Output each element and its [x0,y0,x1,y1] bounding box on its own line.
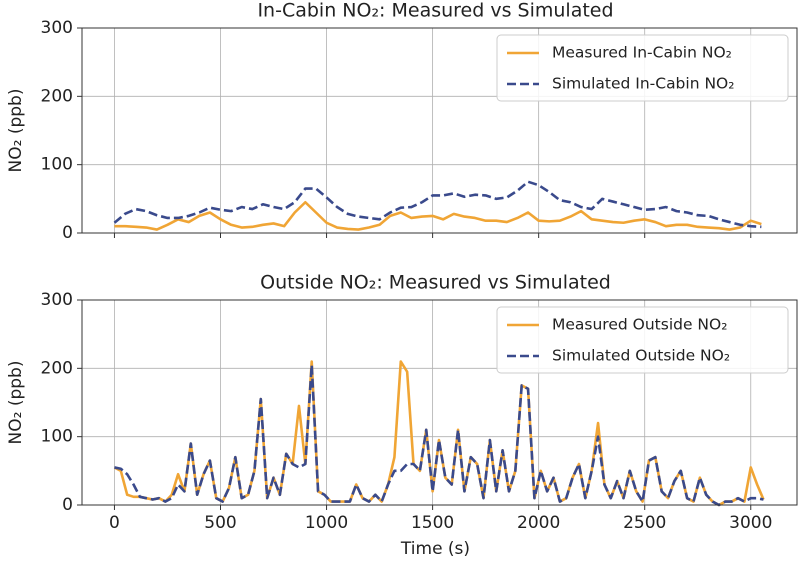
x-tick-label: 2000 [517,513,560,533]
x-tick-label: 3000 [729,513,772,533]
plot-frame [81,299,798,506]
x-tick-label: 2500 [623,513,666,533]
y-axis-label: NO₂ (ppb) [6,89,26,173]
x-axis-label: Time (s) [400,539,470,559]
y-tick-label: 100 [41,155,73,175]
legend-label: Simulated In-Cabin NO₂ [552,75,734,93]
chart-title: Outside NO₂: Measured vs Simulated [260,272,611,294]
x-tick-label: 0 [109,513,120,533]
chart-title: In-Cabin NO₂: Measured vs Simulated [257,0,613,22]
x-tick-label: 1500 [411,513,454,533]
plot-frame [81,27,798,234]
x-tick-label: 1000 [305,513,348,533]
data-line [114,200,762,231]
legend-box [496,306,789,374]
y-tick-label: 0 [62,223,73,243]
legend-box [496,34,789,102]
subplot: 0 500 1000 1500 2000 2500 3000 0 100 200 300 Outsid… [6,272,798,559]
x-tick-label: 500 [204,513,236,533]
subplot: 0 100 200 300 In-Cabin NO₂: Measured vs Simu… [6,0,798,243]
y-tick-label: 0 [62,495,73,515]
data-line [114,363,764,507]
y-axis-label: NO₂ (ppb) [6,361,26,445]
y-tick-label: 300 [41,18,73,38]
legend-label: Measured In-Cabin NO₂ [552,44,732,62]
y-tick-label: 200 [41,358,73,378]
legend-label: Measured Outside NO₂ [552,316,727,334]
data-line [113,360,765,507]
y-tick-label: 300 [41,290,73,310]
y-tick-label: 100 [41,427,73,447]
legend: Measured Outside NO₂ Simulated Outside NO… [496,306,789,374]
legend: Measured In-Cabin NO₂ Simulated In-Cabin … [496,34,789,102]
y-tick-label: 200 [41,86,73,106]
legend-label: Simulated Outside NO₂ [552,347,730,365]
data-line [113,180,762,229]
